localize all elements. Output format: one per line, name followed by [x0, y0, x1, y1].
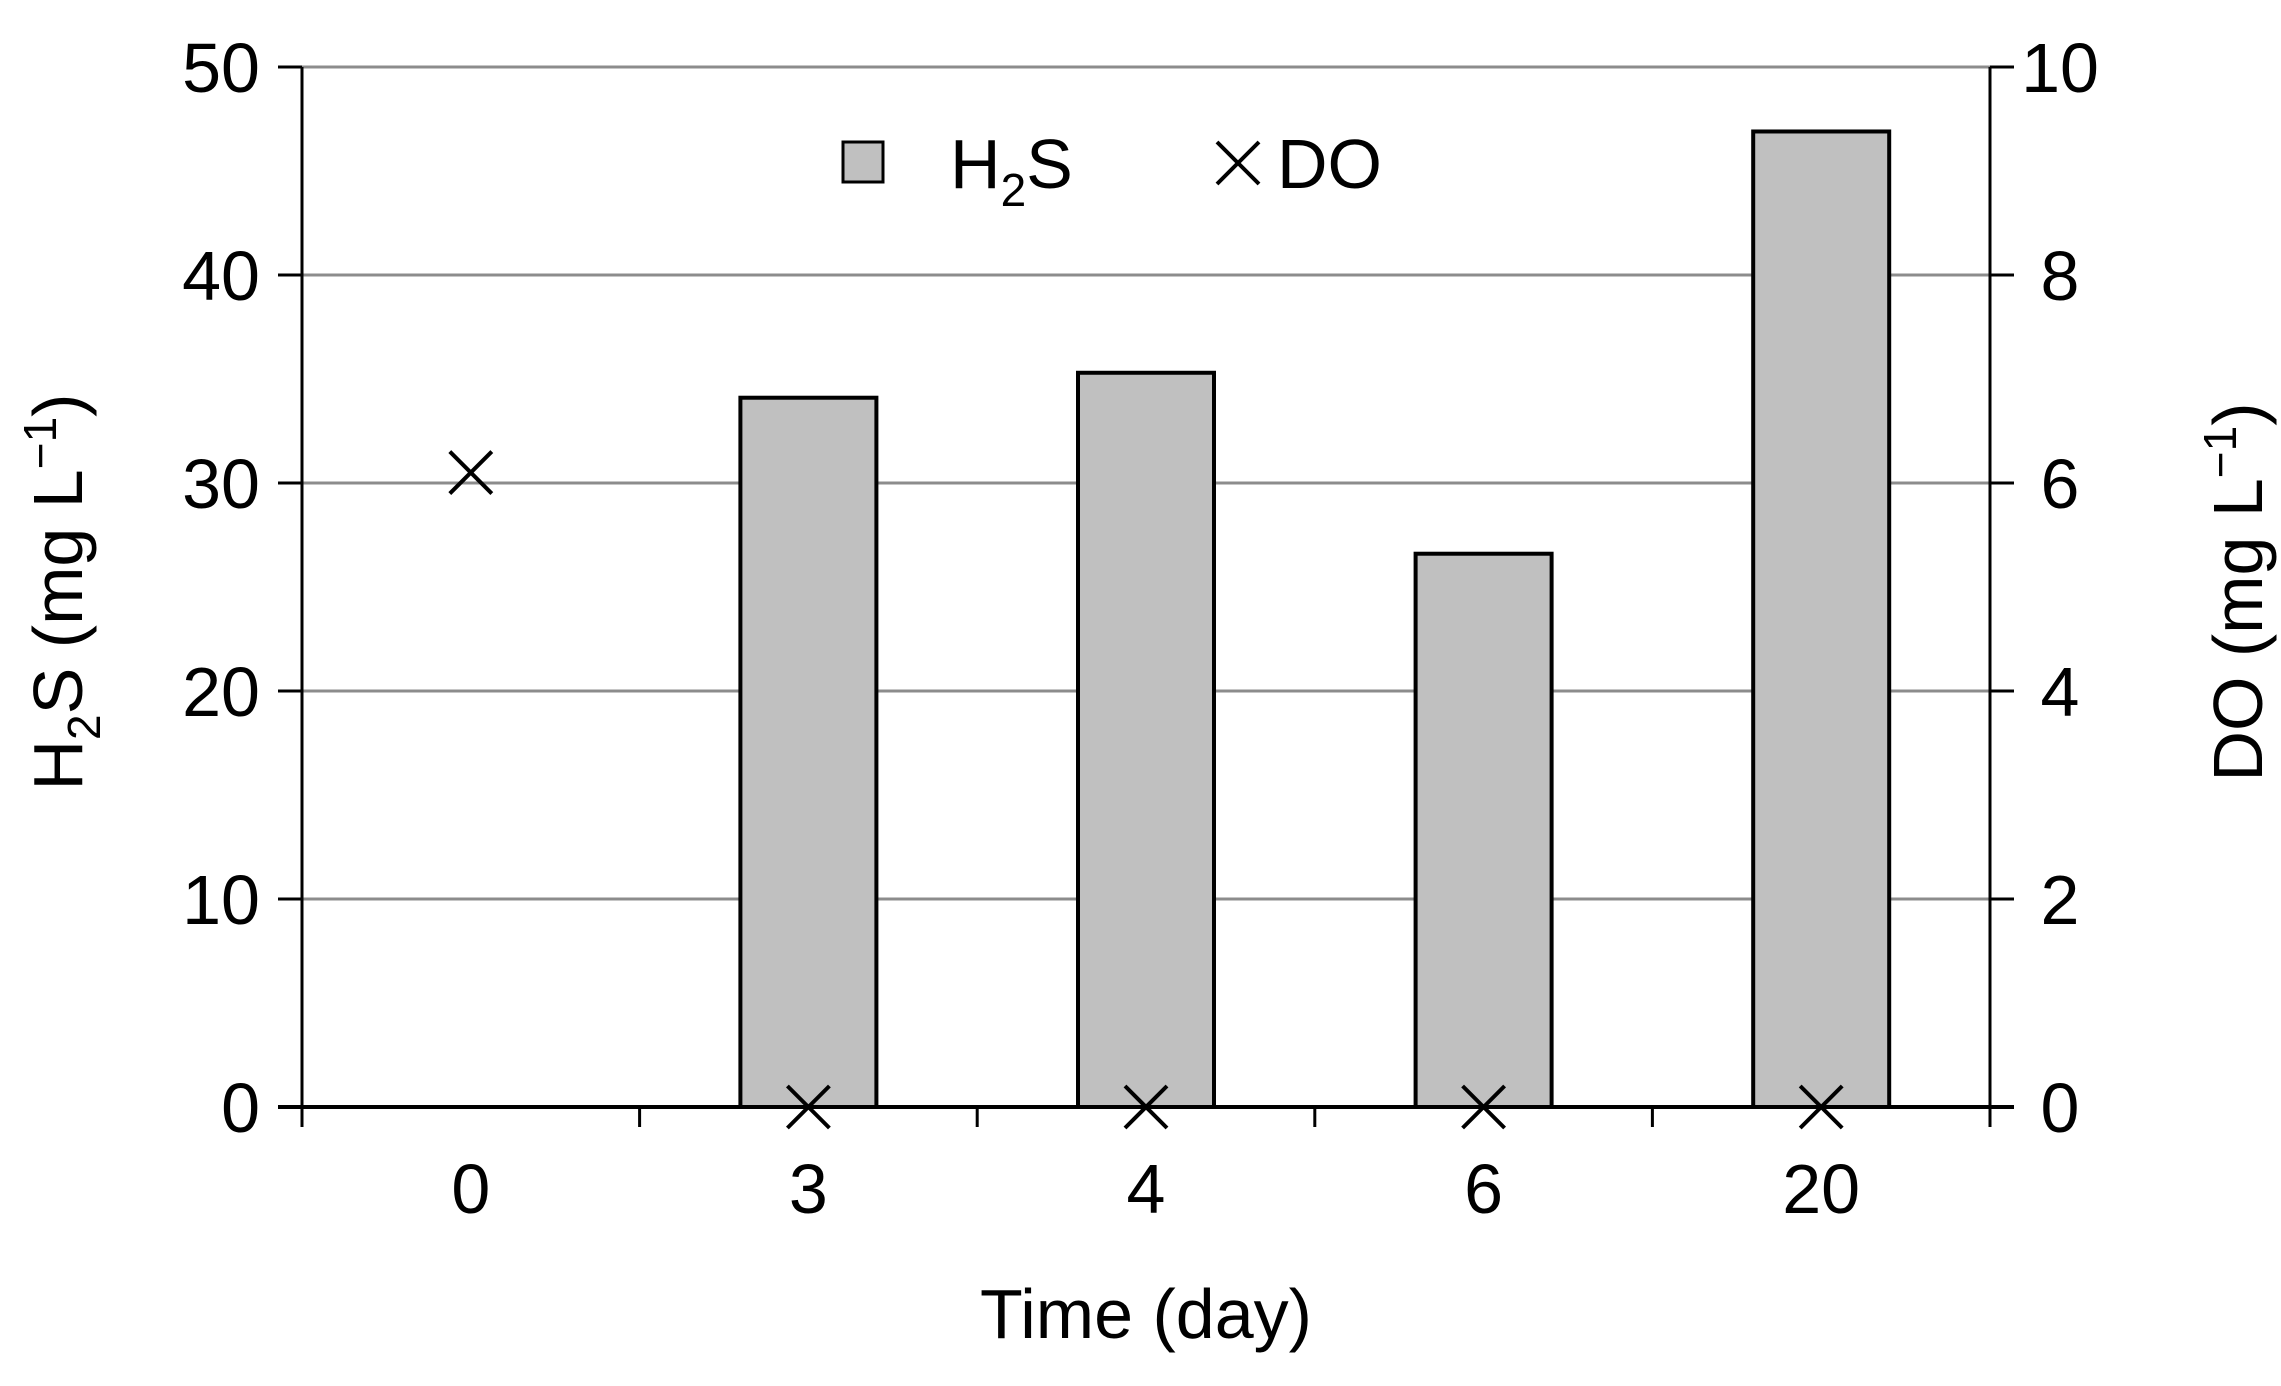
left-tick-label: 10 [182, 861, 260, 939]
right-axis-title: DO (mg L−1) [2194, 402, 2277, 781]
left-axis-title: H2S (mg L−1) [14, 394, 110, 791]
bar-h2s-20 [1751, 129, 1892, 1110]
right-tick-label: 6 [2041, 445, 2080, 523]
x-tick-label: 20 [1782, 1150, 1860, 1228]
left-tick-label: 20 [182, 653, 260, 731]
marker-do-4 [1123, 1084, 1169, 1130]
right-tick-label: 10 [2021, 29, 2099, 107]
x-tick-label: 4 [1127, 1150, 1166, 1228]
legend-label-h2s: H2S [950, 125, 1073, 216]
left-tick-label: 30 [182, 445, 260, 523]
right-tick-label: 0 [2041, 1069, 2080, 1147]
marker-do-6 [1461, 1084, 1507, 1130]
legend-h2s-main: H [950, 125, 1001, 203]
x-tick-label: 6 [1464, 1150, 1503, 1228]
marker-do-0 [448, 450, 494, 496]
do-markers [448, 450, 1844, 1130]
right-tick-label: 4 [2041, 653, 2080, 731]
right-title-sup: −1 [2194, 426, 2246, 478]
legend-x-marker [1215, 140, 1261, 186]
left-title-sup: −1 [14, 417, 66, 469]
x-tick-label: 3 [789, 1150, 828, 1228]
bar-h2s-6 [1413, 551, 1554, 1109]
left-tick-label: 0 [221, 1069, 260, 1147]
right-tick-label: 2 [2041, 861, 2080, 939]
bar-h2s-3 [738, 395, 879, 1110]
legend-h2s-rest: S [1026, 125, 1073, 203]
left-title-sub: 2 [58, 714, 110, 740]
bars [738, 129, 1892, 1110]
axes [278, 65, 2014, 1127]
left-tick-label: 50 [182, 29, 260, 107]
x-tick-label: 0 [451, 1150, 490, 1228]
right-tick-label: 8 [2041, 237, 2080, 315]
right-title-main: DO (mg L [2199, 478, 2277, 781]
bar-h2s-4 [1076, 370, 1216, 1109]
tick-labels: 0 10 20 30 40 50 0 2 4 6 8 10 0 3 4 6 20 [182, 29, 2099, 1228]
legend-swatch-h2s [841, 140, 885, 184]
left-tick-label: 40 [182, 237, 260, 315]
left-title-rest: S (mg L [19, 469, 97, 714]
right-title-close: ) [2199, 402, 2277, 425]
marker-do-3 [785, 1084, 831, 1130]
marker-do-20 [1798, 1084, 1844, 1130]
legend-label-do: DO [1277, 125, 1382, 203]
legend: H2S DO [841, 125, 1382, 216]
legend-h2s-sub: 2 [1001, 164, 1027, 216]
left-title-close: ) [19, 394, 97, 417]
x-axis-title: Time (day) [980, 1275, 1312, 1353]
left-title-main: H [19, 740, 97, 791]
